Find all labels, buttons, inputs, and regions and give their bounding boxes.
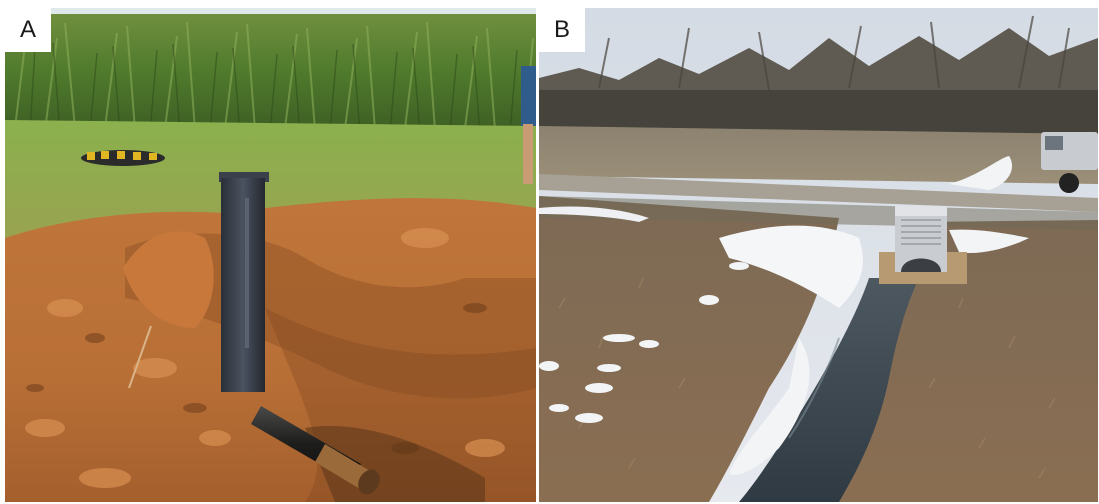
soil-clod — [123, 231, 214, 328]
snow-patch-far — [949, 156, 1013, 190]
monitoring-well-post — [221, 178, 265, 392]
panel-b-scene — [539, 8, 1098, 502]
drainage-ditch-water — [739, 278, 919, 502]
right-bank — [839, 220, 1098, 502]
corn-field — [5, 14, 536, 132]
panel-b-photo: B — [539, 8, 1098, 502]
person-figure — [521, 66, 536, 126]
far-field — [539, 126, 1098, 184]
panel-label-b: B — [539, 8, 585, 52]
gravel-road — [539, 174, 1098, 212]
panel-a-photo: A — [5, 8, 536, 502]
snow-bank-left — [719, 225, 863, 308]
snow-bank-right — [949, 229, 1029, 254]
well-post-cap — [219, 172, 269, 182]
panel-label-a: A — [5, 8, 51, 52]
panel-a-scene — [5, 8, 536, 502]
left-bank — [539, 196, 839, 502]
